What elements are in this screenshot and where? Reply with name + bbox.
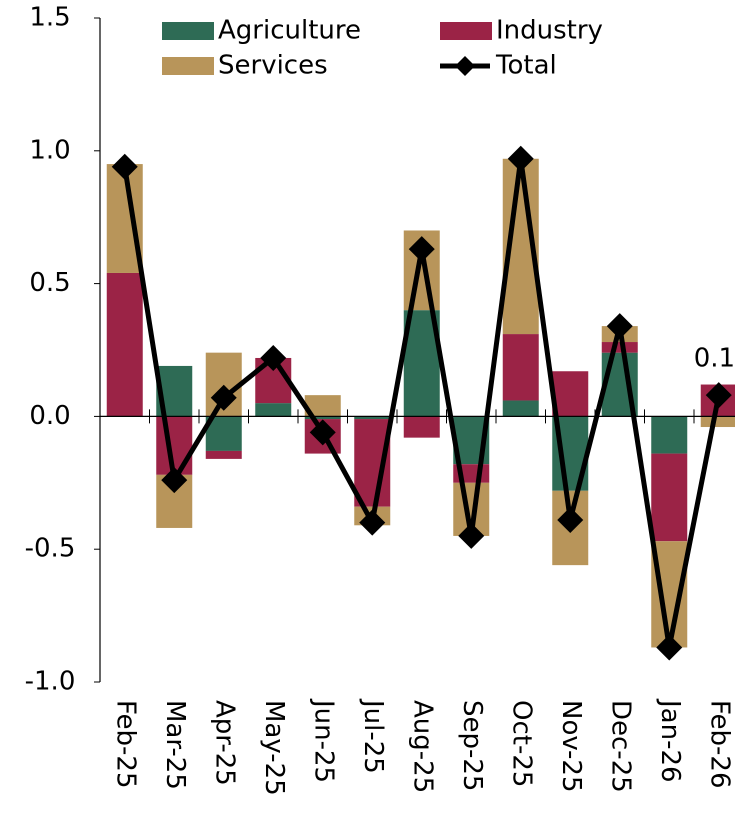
x-tick-label: Aug-25 bbox=[407, 700, 437, 793]
total-marker bbox=[705, 382, 732, 409]
total-marker bbox=[408, 236, 435, 263]
bar-segment bbox=[205, 450, 242, 459]
bar-segment bbox=[502, 334, 539, 401]
x-tick-label: Sep-25 bbox=[457, 700, 487, 791]
legend-swatch bbox=[440, 22, 492, 40]
y-tick-label: 1.5 bbox=[29, 3, 70, 33]
legend-label: Agriculture bbox=[218, 16, 361, 46]
total-marker bbox=[656, 634, 683, 661]
bar-segment bbox=[651, 453, 688, 542]
x-tick-label: Nov-25 bbox=[556, 700, 586, 793]
x-tick-label: Jun-25 bbox=[308, 698, 338, 783]
x-tick-label: Oct-25 bbox=[506, 700, 536, 787]
x-tick-label: Apr-25 bbox=[209, 700, 239, 786]
bar-segment bbox=[502, 400, 539, 417]
total-marker bbox=[606, 313, 633, 340]
y-tick-label: 0.5 bbox=[29, 268, 70, 298]
total-marker bbox=[309, 419, 336, 446]
x-tick-label: Jul-25 bbox=[358, 698, 388, 774]
bar-segment bbox=[601, 342, 638, 353]
bar-segment bbox=[552, 371, 589, 417]
legend-swatch bbox=[162, 57, 214, 75]
legend-label: Total bbox=[495, 51, 557, 81]
data-label: 0.1 bbox=[694, 344, 735, 374]
bar-segment bbox=[354, 416, 391, 420]
bar-segment bbox=[700, 416, 735, 428]
legend-label: Services bbox=[218, 51, 328, 81]
y-tick-label: 0.0 bbox=[29, 401, 70, 431]
bar-segment bbox=[106, 272, 143, 417]
bar-segment bbox=[403, 416, 440, 438]
x-tick-label: Feb-26 bbox=[704, 700, 734, 789]
total-marker bbox=[111, 153, 138, 180]
x-tick-label: May-25 bbox=[259, 700, 289, 796]
total-marker bbox=[359, 509, 386, 536]
legend-label: Industry bbox=[496, 16, 603, 46]
y-tick-label: 1.0 bbox=[29, 135, 70, 165]
y-tick-label: -1.0 bbox=[25, 667, 76, 697]
bar-segment bbox=[304, 416, 341, 420]
total-marker bbox=[557, 506, 584, 533]
x-tick-label: Jan-26 bbox=[655, 698, 685, 783]
x-tick-label: Dec-25 bbox=[605, 700, 635, 793]
total-marker bbox=[507, 145, 534, 172]
y-tick-label: -0.5 bbox=[25, 534, 76, 564]
bar-segment bbox=[304, 395, 341, 417]
total-marker bbox=[458, 522, 485, 549]
x-tick-label: Mar-25 bbox=[160, 700, 190, 790]
total-marker bbox=[210, 384, 237, 411]
total-marker bbox=[260, 344, 287, 371]
total-marker bbox=[161, 467, 188, 494]
legend-swatch bbox=[162, 22, 214, 40]
legend-marker bbox=[455, 56, 475, 76]
bar-segment bbox=[255, 403, 292, 417]
x-tick-label: Feb-25 bbox=[110, 700, 140, 789]
bar-segment bbox=[651, 416, 688, 454]
